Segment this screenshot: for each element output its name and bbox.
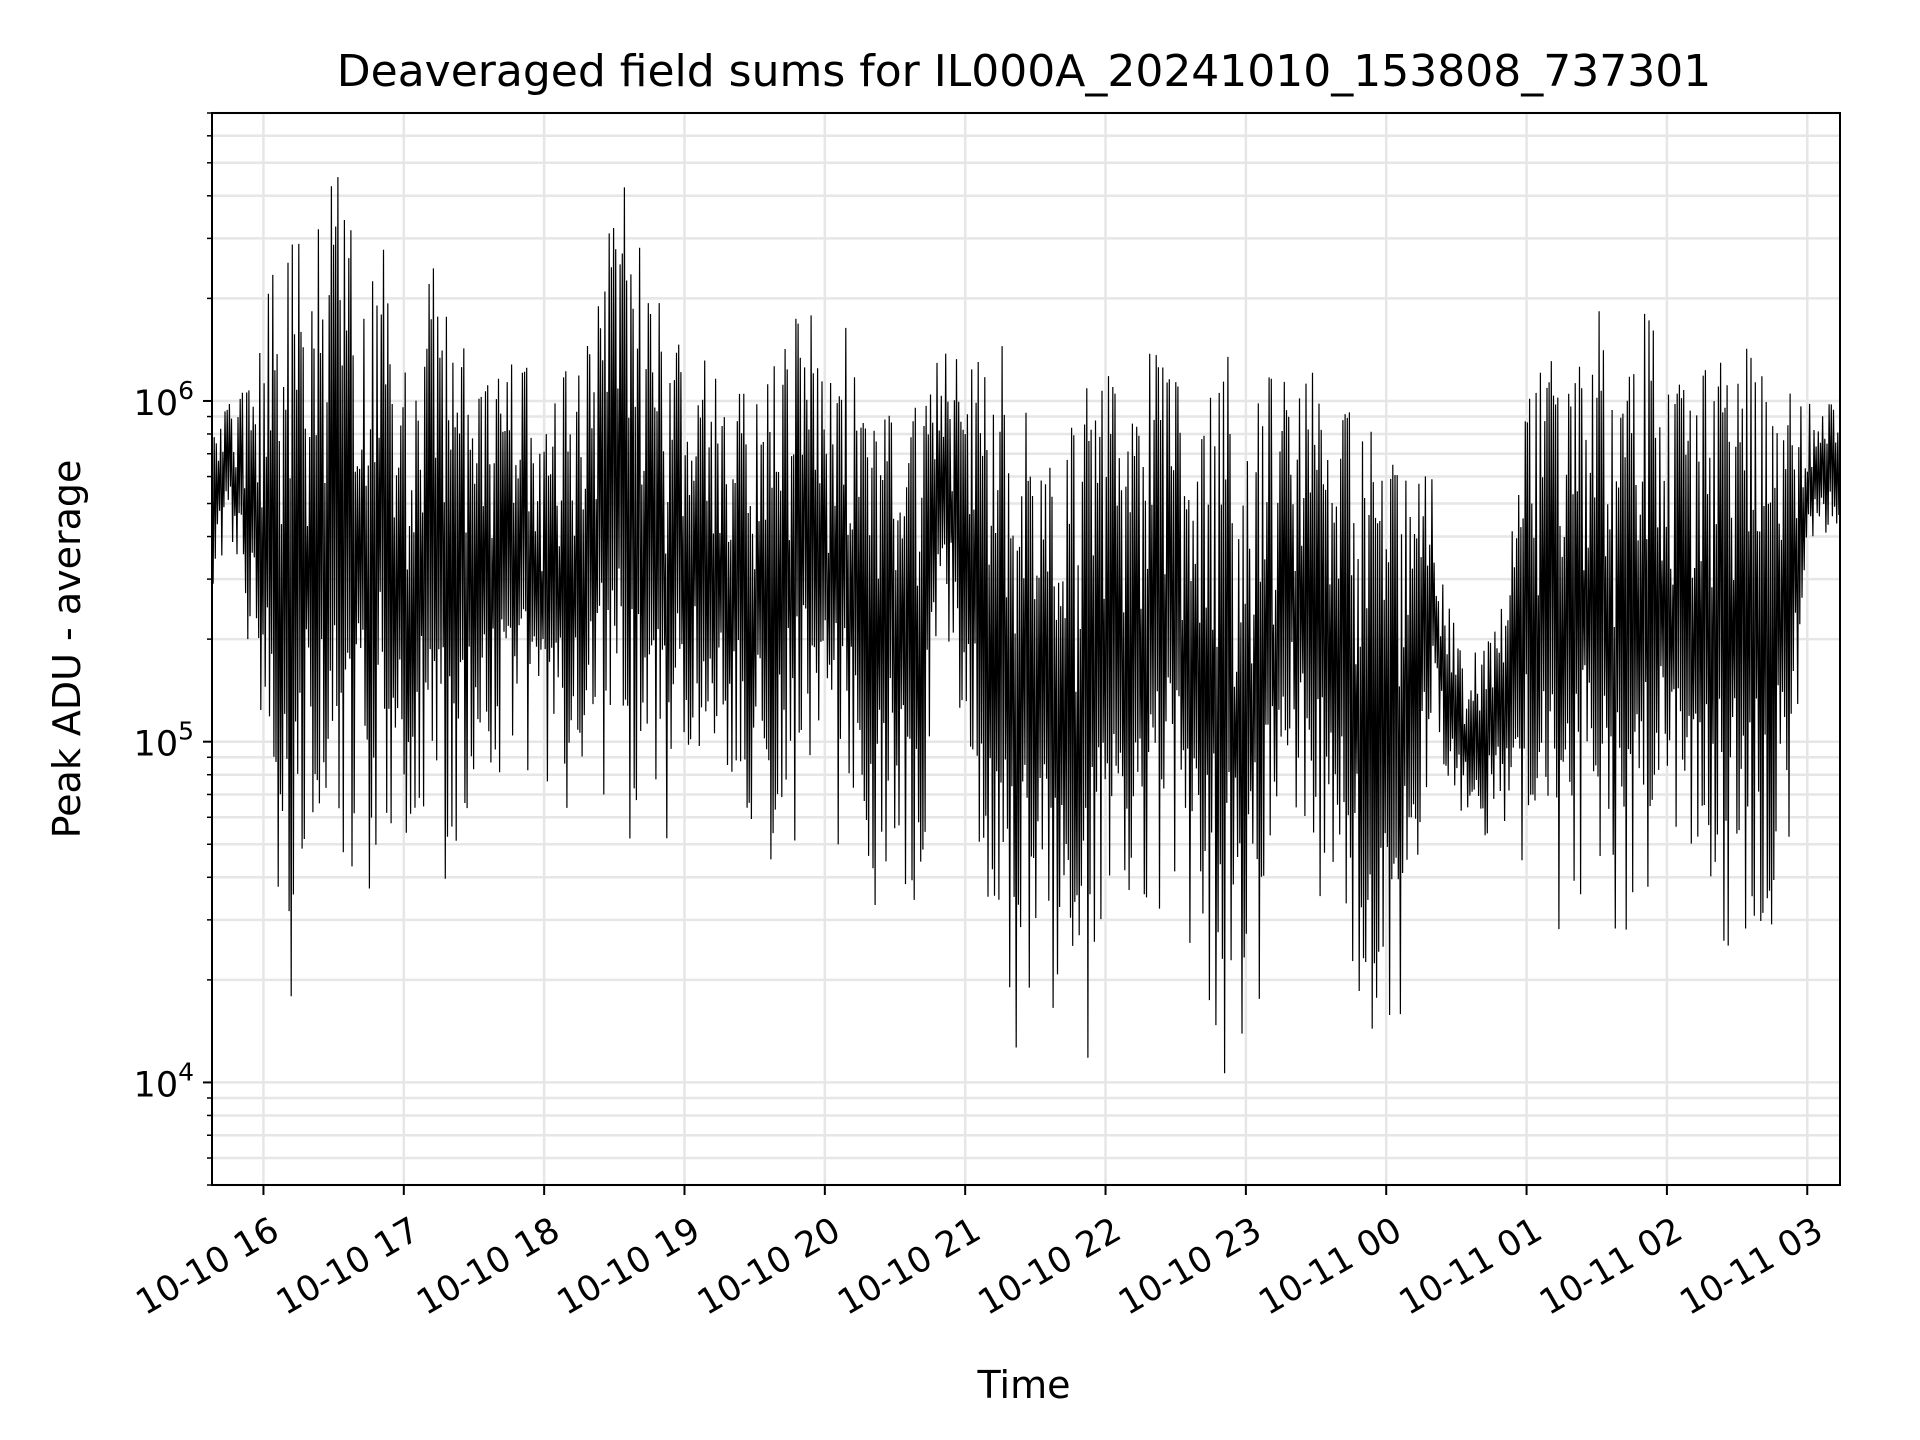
x-axis-label: Time <box>977 1363 1071 1407</box>
y-axis-label: Peak ADU - average <box>45 460 89 839</box>
y-tick-label: 104 <box>134 1057 194 1105</box>
y-axis: 104 105 106 <box>134 112 212 1186</box>
plot-frame <box>211 112 1841 1186</box>
chart-title: Deaveraged field sums for IL000A_2024101… <box>337 46 1711 97</box>
series-group <box>211 177 1841 1074</box>
y-tick-label: 106 <box>134 376 194 424</box>
y-tick-label: 105 <box>134 717 194 765</box>
series-line <box>211 177 1841 1074</box>
